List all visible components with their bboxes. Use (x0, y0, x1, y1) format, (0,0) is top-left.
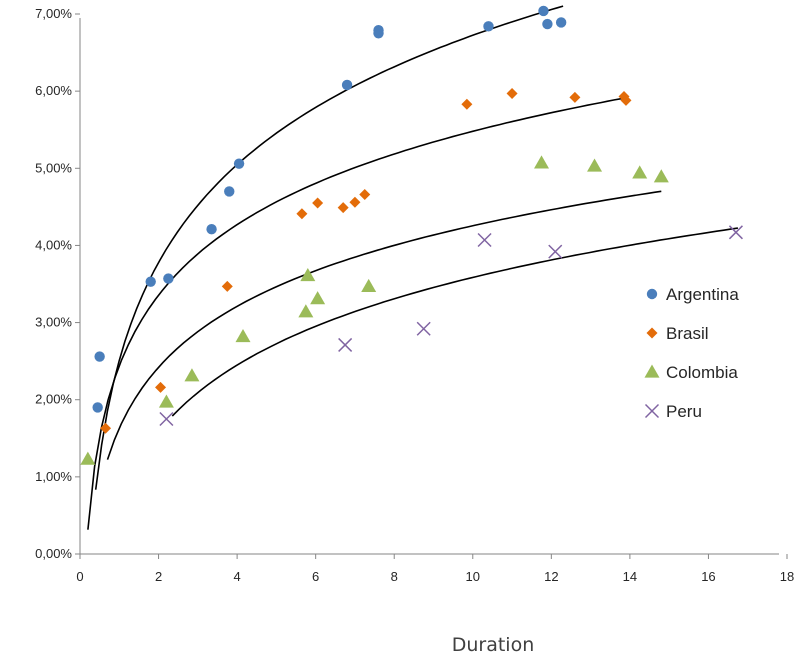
x-tick-label: 12 (544, 569, 558, 584)
data-point-brasil (569, 91, 581, 103)
y-tick-label: 5,00% (35, 160, 72, 175)
data-point-argentina (224, 186, 235, 197)
data-point-colombia (587, 158, 603, 172)
data-point-brasil (359, 189, 371, 201)
data-markers (80, 5, 743, 465)
data-point-argentina (163, 273, 174, 284)
trendline-argentina (94, 5, 564, 490)
x-tick-label: 8 (391, 569, 398, 584)
data-point-brasil (100, 422, 112, 434)
x-tick-label: 18 (780, 569, 794, 584)
y-tick-label: 6,00% (35, 83, 72, 98)
data-point-colombia (158, 394, 174, 408)
x-axis-title: Duration (452, 634, 535, 653)
x-tick-label: 16 (701, 569, 715, 584)
data-point-argentina (94, 351, 105, 362)
data-point-brasil (296, 208, 308, 220)
data-point-argentina (538, 5, 549, 17)
data-point-brasil (337, 202, 349, 214)
axes: 0,00% 1,00% 2,00% 3,00% 4,00% 5,00% 6,00% 7,00%… (35, 6, 794, 584)
trendline-peru (171, 227, 739, 417)
data-point-colombia (298, 304, 314, 318)
trendlines (87, 5, 739, 530)
y-tick-label: 2,00% (35, 392, 72, 407)
data-point-argentina (206, 224, 217, 235)
legend-marker-brasil (646, 327, 658, 339)
legend-label-colombia: Colombia (666, 363, 738, 382)
trendline-brasil (87, 96, 629, 530)
data-point-argentina (373, 25, 384, 36)
x-tick-label: 6 (312, 569, 319, 584)
data-point-colombia (632, 165, 648, 179)
data-point-peru (548, 244, 563, 259)
data-point-brasil (155, 381, 167, 393)
legend-marker-colombia (644, 364, 660, 378)
y-tick-label: 7,00% (35, 6, 72, 21)
x-tick-label: 4 (233, 569, 240, 584)
data-point-argentina (145, 276, 156, 287)
data-point-argentina (233, 158, 245, 169)
data-point-colombia (184, 368, 200, 382)
data-point-brasil (620, 94, 632, 106)
data-point-argentina (483, 21, 494, 32)
y-tick-label: 1,00% (35, 469, 72, 484)
legend-marker-argentina (646, 288, 658, 300)
x-tick-label: 0 (76, 569, 83, 584)
data-point-brasil (506, 87, 518, 99)
x-tick-label: 14 (623, 569, 637, 584)
data-point-argentina (542, 18, 553, 30)
data-point-brasil (221, 280, 233, 292)
data-point-peru (338, 337, 353, 352)
legend-marker-peru (644, 403, 660, 419)
data-point-colombia (361, 278, 377, 292)
legend-label-peru: Peru (666, 402, 702, 421)
data-point-peru (159, 411, 174, 427)
data-point-brasil (349, 196, 361, 208)
y-tick-label: 4,00% (35, 237, 72, 252)
trendline-colombia (106, 190, 662, 460)
y-tick-label: 0,00% (35, 546, 72, 561)
legend-label-argentina: Argentina (666, 285, 739, 304)
data-point-peru (416, 321, 431, 336)
data-point-peru (728, 225, 743, 240)
data-point-brasil (461, 98, 473, 110)
x-tick-label: 2 (155, 569, 162, 584)
data-point-colombia (235, 328, 251, 343)
data-point-colombia (534, 155, 550, 169)
data-point-argentina (341, 79, 353, 91)
data-point-argentina (92, 402, 103, 413)
data-point-argentina (555, 17, 567, 28)
data-point-colombia (310, 291, 326, 305)
data-point-brasil (312, 197, 324, 209)
legend-label-brasil: Brasil (666, 324, 709, 343)
y-tick-label: 3,00% (35, 315, 72, 330)
data-point-colombia (300, 268, 316, 282)
data-point-peru (477, 232, 492, 248)
data-point-colombia (653, 169, 669, 183)
data-point-colombia (80, 451, 96, 465)
x-tick-label: 10 (466, 569, 480, 584)
legend: Argentina Brasil Colombia Peru (644, 285, 739, 421)
